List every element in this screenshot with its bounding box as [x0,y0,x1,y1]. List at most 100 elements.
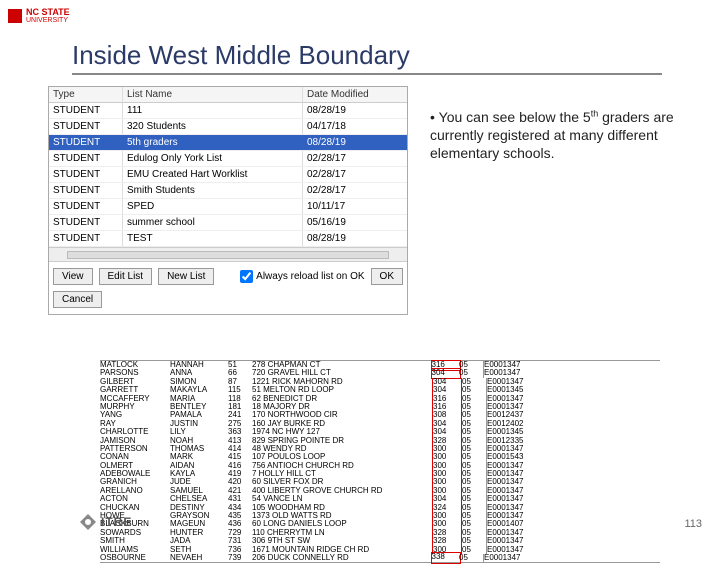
button-row: View Edit List New List Always reload li… [49,261,407,314]
reload-checkbox-wrap[interactable]: Always reload list on OK [240,270,364,283]
edit-list-button[interactable]: Edit List [99,268,153,285]
list-row[interactable]: STUDENTSPED10/11/17 [49,199,407,215]
cell-id: E0001407 [486,520,542,528]
list-row[interactable]: STUDENT11108/28/19 [49,103,407,119]
table-row[interactable]: RAYJUSTIN275160 JAY BURKE RD30405E001240… [100,420,660,428]
ok-button[interactable]: OK [371,268,403,285]
cell-grade: 05 [462,537,486,545]
cell-name: Smith Students [123,183,303,198]
cell-firstname: MAKAYLA [170,386,228,394]
cell-grade: 05 [462,445,486,453]
cell-address: 107 POULOS LOOP [252,453,432,461]
col-header-name[interactable]: List Name [123,87,303,102]
cell-type: STUDENT [49,119,123,134]
cell-address: 1974 NC HWY 127 [252,428,432,436]
cell-date: 02/28/17 [303,151,403,166]
cell-id: E0001347 [486,445,542,453]
list-row[interactable]: STUDENTTEST08/28/19 [49,231,407,247]
horizontal-scrollbar[interactable] [49,247,407,261]
cell-firstname: SIMON [170,378,228,386]
cell-address: 48 WENDY RD [252,445,432,453]
cell-firstname: DESTINY [170,504,228,512]
table-row[interactable]: PARSONSANNA66720 GRAVEL HILL CT30405E000… [100,369,660,377]
cell-lastname: YANG [100,411,170,419]
cell-school: 338 [431,552,461,563]
cell-firstname: JADA [170,537,228,545]
table-row[interactable]: CHUCKANDESTINY434105 WOODHAM RD32405E000… [100,504,660,512]
cell-firstname: MARIA [170,395,228,403]
cell-school: 308 [432,411,462,419]
table-row[interactable]: OLMERTAIDAN416756 ANTIOCH CHURCH RD30005… [100,462,660,470]
table-row[interactable]: MCCAFFERYMARIA11862 BENEDICT DR31605E000… [100,395,660,403]
table-row[interactable]: MATLOCKHANNAH51278 CHAPMAN CT31605E00013… [100,361,660,369]
cell-lastname: GRANICH [100,478,170,486]
list-row[interactable]: STUDENT5th graders08/28/19 [49,135,407,151]
table-row[interactable]: ACTONCHELSEA43154 VANCE LN30405E0001347 [100,495,660,503]
cell-lastname: ACTON [100,495,170,503]
cell-school: 300 [432,487,462,495]
cell-address: 105 WOODHAM RD [252,504,432,512]
list-row[interactable]: STUDENTEMU Created Hart Worklist02/28/17 [49,167,407,183]
table-row[interactable]: JAMISONNOAH413829 SPRING POINTE DR32805E… [100,437,660,445]
table-row[interactable]: PATTERSONTHOMAS41448 WENDY RD30005E00013… [100,445,660,453]
table-row[interactable]: GRANICHJUDE42060 SILVER FOX DR30005E0001… [100,478,660,486]
cell-school: 300 [432,470,462,478]
table-row[interactable]: OSBOURNENEVAEH739206 DUCK CONNELLY RD338… [100,554,660,562]
cell-grade: 05 [462,437,486,445]
student-data-table: MATLOCKHANNAH51278 CHAPMAN CT31605E00013… [100,360,660,563]
cell-address: 60 SILVER FOX DR [252,478,432,486]
cell-id: E0001347 [486,378,542,386]
bullet-dot-icon: • [430,108,435,126]
cell-address: 306 9TH ST SW [252,537,432,545]
list-row[interactable]: STUDENT320 Students04/17/18 [49,119,407,135]
cell-firstname: LILY [170,428,228,436]
cell-age: 420 [228,478,252,486]
cell-id: E0001347 [486,495,542,503]
col-header-date[interactable]: Date Modified [303,87,403,102]
col-header-type[interactable]: Type [49,87,123,102]
table-row[interactable]: CONANMARK415107 POULOS LOOP30005E0001543 [100,453,660,461]
cell-id: E0001347 [486,537,542,545]
cell-school: 300 [432,520,462,528]
table-row[interactable]: WILLIAMSSETH7361671 MOUNTAIN RIDGE CH RD… [100,546,660,554]
cell-school: 300 [432,445,462,453]
table-row[interactable]: SOWARDSHUNTER729110 CHERRYTM LN32805E000… [100,529,660,537]
cell-lastname: WILLIAMS [100,546,170,554]
list-row[interactable]: STUDENTSmith Students02/28/17 [49,183,407,199]
cell-name: Edulog Only York List [123,151,303,166]
cell-address: 110 CHERRYTM LN [252,529,432,537]
view-button[interactable]: View [53,268,93,285]
cell-age: 419 [228,470,252,478]
table-row[interactable]: HOWEGRAYSON4351373 OLD WATTS RD30005E000… [100,512,660,520]
table-row[interactable]: MURPHYBENTLEY18118 MAJORY DR31605E000134… [100,403,660,411]
cell-age: 115 [228,386,252,394]
cell-lastname: OSBOURNE [100,554,170,562]
table-row[interactable]: ARELLANOSAMUEL421400 LIBERTY GROVE CHURC… [100,487,660,495]
cell-id: E0001347 [486,470,542,478]
cell-type: STUDENT [49,231,123,246]
table-row[interactable]: GILBERTSIMON871221 RICK MAHORN RD30405E0… [100,378,660,386]
table-row[interactable]: CHARLOTTELILY3631974 NC HWY 12730405E000… [100,428,660,436]
table-row[interactable]: GARRETTMAKAYLA11551 MELTON RD LOOP30405E… [100,386,660,394]
cell-lastname: SMITH [100,537,170,545]
cell-age: 414 [228,445,252,453]
table-row[interactable]: ADEBOWALEKAYLA4197 HOLLY HILL CT30005E00… [100,470,660,478]
cell-school: 304 [432,428,462,436]
reload-checkbox[interactable] [240,270,253,283]
cell-date: 08/28/19 [303,231,403,246]
list-row[interactable]: STUDENTEdulog Only York List02/28/17 [49,151,407,167]
cell-lastname: ARELLANO [100,487,170,495]
cell-school: 304 [432,386,462,394]
table-row[interactable]: SMITHJADA731306 9TH ST SW32805E0001347 [100,537,660,545]
table-row[interactable]: YANGPAMALA241170 NORTHWOOD CIR30805E0012… [100,411,660,419]
new-list-button[interactable]: New List [158,268,214,285]
cell-name: SPED [123,199,303,214]
bullet-paragraph: • You can see below the 5th graders are … [430,108,680,163]
cell-lastname: SOWARDS [100,529,170,537]
table-row[interactable]: BLACKBURNMAGEUN43660 LONG DANIELS LOOP30… [100,520,660,528]
cell-address: 829 SPRING POINTE DR [252,437,432,445]
list-row[interactable]: STUDENTsummer school05/16/19 [49,215,407,231]
cell-firstname: NEVAEH [170,554,228,562]
cell-date: 02/28/17 [303,167,403,182]
cancel-button[interactable]: Cancel [53,291,102,308]
